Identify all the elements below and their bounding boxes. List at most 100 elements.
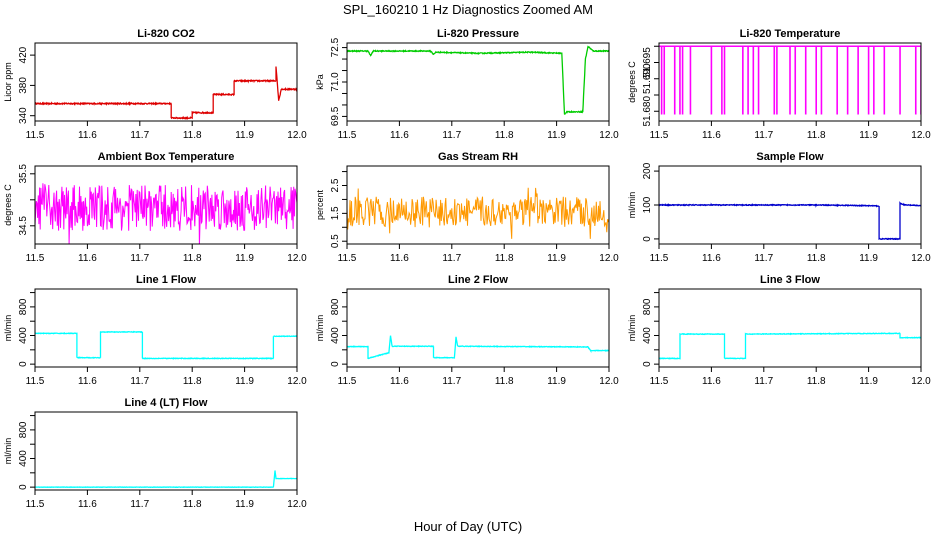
y-tick-label: 0 bbox=[642, 236, 653, 242]
x-tick-label: 12.0 bbox=[287, 130, 307, 141]
x-tick-label: 11.7 bbox=[442, 253, 461, 264]
panel-8: Line 2 Flow ml/min 11.5 11.6 11.7 11.8 11.9 12.… bbox=[315, 274, 619, 387]
x-tick-label: 11.5 bbox=[650, 376, 669, 387]
x-tick-label: 11.7 bbox=[130, 130, 149, 141]
plot-area bbox=[659, 200, 921, 241]
y-tick-label: 800 bbox=[18, 421, 29, 438]
panel-7: Line 1 Flow ml/min 11.5 11.6 11.7 11.8 11.9 12.… bbox=[3, 274, 307, 387]
panel-ylabel: ml/min bbox=[3, 438, 13, 465]
x-tick-label: 11.8 bbox=[183, 499, 202, 510]
y-tick-label: 800 bbox=[18, 298, 29, 315]
y-tick-label: 340 bbox=[18, 107, 29, 124]
series-line-1 bbox=[347, 45, 609, 116]
y-tick-label: 400 bbox=[18, 327, 29, 344]
x-tick-label: 11.8 bbox=[807, 130, 826, 141]
panel-4: Ambient Box Temperature degrees C 11.5 11.6… bbox=[3, 151, 307, 264]
series-line-1 bbox=[35, 183, 297, 244]
panel-1: Li-820 CO2 Licor ppm 11.5 11.6 11.7 11.8 11.9 1… bbox=[3, 28, 307, 141]
series-line-1 bbox=[35, 66, 297, 120]
y-tick-label: 34.5 bbox=[18, 216, 29, 236]
x-tick-label: 12.0 bbox=[599, 130, 619, 141]
x-tick-label: 11.7 bbox=[754, 130, 773, 141]
y-tick-label: 51.690 bbox=[642, 63, 653, 94]
x-tick-label: 11.7 bbox=[442, 130, 461, 141]
series-line-1 bbox=[347, 335, 609, 360]
x-tick-label: 11.6 bbox=[390, 376, 409, 387]
x-tick-label: 11.9 bbox=[859, 253, 878, 264]
x-tick-label: 11.6 bbox=[78, 376, 97, 387]
x-tick-label: 11.5 bbox=[26, 130, 45, 141]
x-tick-label: 11.7 bbox=[130, 253, 149, 264]
x-tick-label: 12.0 bbox=[911, 130, 931, 141]
x-tick-label: 11.6 bbox=[78, 253, 97, 264]
plot-area bbox=[347, 335, 609, 360]
panel-title: Sample Flow bbox=[756, 151, 824, 163]
x-tick-label: 11.9 bbox=[859, 376, 878, 387]
x-tick-label: 11.8 bbox=[495, 253, 514, 264]
x-tick-label: 12.0 bbox=[599, 253, 619, 264]
x-tick-label: 11.7 bbox=[754, 376, 773, 387]
figure-xlabel: Hour of Day (UTC) bbox=[414, 519, 522, 534]
series-line-1 bbox=[659, 332, 921, 360]
x-tick-label: 11.5 bbox=[338, 253, 357, 264]
panels: Li-820 CO2 Licor ppm 11.5 11.6 11.7 11.8 11.9 1… bbox=[3, 28, 931, 510]
panel-ylabel: degrees C bbox=[3, 184, 13, 226]
x-tick-label: 11.8 bbox=[807, 253, 826, 264]
panel-title: Line 2 Flow bbox=[448, 274, 508, 286]
x-tick-label: 11.9 bbox=[235, 376, 254, 387]
x-tick-label: 11.5 bbox=[338, 376, 357, 387]
panel-9: Line 3 Flow ml/min 11.5 11.6 11.7 11.8 11.9 12.… bbox=[627, 274, 931, 387]
y-tick-label: 71.0 bbox=[330, 72, 341, 92]
x-tick-label: 11.9 bbox=[859, 130, 878, 141]
figure-title: SPL_160210 1 Hz Diagnostics Zoomed AM bbox=[343, 2, 593, 17]
x-tick-label: 11.9 bbox=[547, 130, 566, 141]
y-tick-label: 400 bbox=[330, 327, 341, 344]
plot-area bbox=[35, 183, 297, 244]
series-line-1 bbox=[347, 187, 609, 239]
y-tick-label: 200 bbox=[642, 162, 653, 179]
plot-area bbox=[347, 45, 609, 116]
x-tick-label: 12.0 bbox=[911, 253, 931, 264]
y-tick-label: 1.5 bbox=[330, 206, 341, 220]
x-tick-label: 11.5 bbox=[26, 376, 45, 387]
x-tick-label: 11.8 bbox=[183, 130, 202, 141]
x-tick-label: 11.5 bbox=[650, 130, 669, 141]
panel-title: Li-820 CO2 bbox=[137, 28, 194, 40]
x-tick-label: 12.0 bbox=[287, 376, 307, 387]
y-tick-label: 100 bbox=[642, 196, 653, 213]
x-tick-label: 11.9 bbox=[235, 253, 254, 264]
panel-box bbox=[34, 411, 298, 491]
y-tick-label: 0 bbox=[18, 361, 29, 367]
panel-5: Gas Stream RH percent 11.5 11.6 11.7 11.8 11.9… bbox=[315, 151, 619, 264]
panel-title: Li-820 Temperature bbox=[740, 28, 841, 40]
x-tick-label: 11.8 bbox=[183, 376, 202, 387]
x-tick-label: 11.9 bbox=[547, 376, 566, 387]
y-tick-label: 2.5 bbox=[330, 178, 341, 192]
panel-title: Gas Stream RH bbox=[438, 151, 518, 163]
x-tick-label: 11.8 bbox=[495, 130, 514, 141]
x-tick-label: 12.0 bbox=[599, 376, 619, 387]
series-line-1 bbox=[35, 470, 297, 489]
y-tick-label: 51.695 bbox=[642, 47, 653, 78]
plot-area bbox=[35, 470, 297, 489]
y-tick-label: 800 bbox=[330, 298, 341, 315]
x-tick-label: 11.8 bbox=[495, 376, 514, 387]
panel-10: Line 4 (LT) Flow ml/min 11.5 11.6 11.7 11.8 11… bbox=[3, 397, 307, 510]
x-tick-label: 11.7 bbox=[130, 376, 149, 387]
panel-ylabel: Licor ppm bbox=[3, 62, 13, 102]
x-tick-label: 11.5 bbox=[338, 130, 357, 141]
x-tick-label: 12.0 bbox=[287, 499, 307, 510]
x-tick-label: 11.6 bbox=[78, 130, 97, 141]
y-tick-label: 380 bbox=[18, 77, 29, 94]
y-tick-label: 400 bbox=[18, 450, 29, 467]
y-tick-label: 0 bbox=[642, 361, 653, 367]
x-tick-label: 11.6 bbox=[702, 253, 721, 264]
panel-box bbox=[34, 165, 298, 245]
plot-area bbox=[347, 187, 609, 239]
x-tick-label: 11.6 bbox=[390, 253, 409, 264]
x-tick-label: 11.6 bbox=[702, 376, 721, 387]
x-tick-label: 11.5 bbox=[26, 499, 45, 510]
x-tick-label: 11.8 bbox=[807, 376, 826, 387]
panel-ylabel: degrees C bbox=[627, 61, 637, 103]
